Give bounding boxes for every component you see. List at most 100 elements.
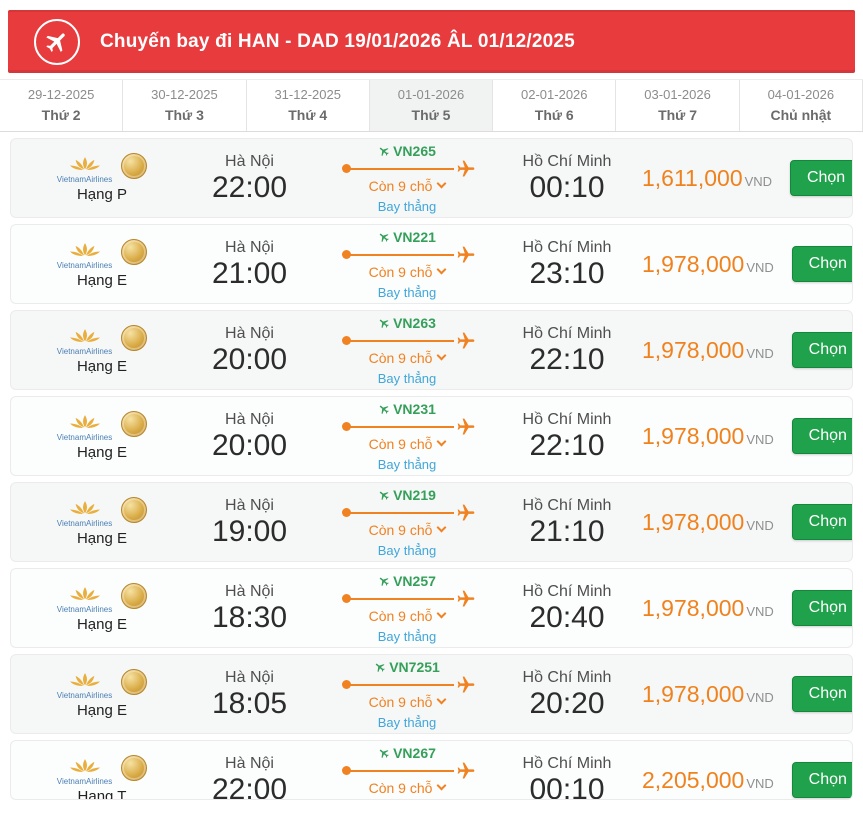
select-button-label: Chọn [808,685,847,702]
lotus-icon [69,415,100,428]
arrival-time: 22:10 [529,428,605,462]
flight-row: VietnamAirlines Hạng E Hà Nội 20:00 [10,396,853,476]
seats-left-dropdown[interactable]: Còn 9 chỗ [369,178,447,194]
price-amount: 1,978,000 [642,250,745,277]
seats-left-dropdown[interactable]: Còn 9 chỗ [369,350,447,366]
select-button-label: Chọn [806,169,846,186]
route-origin-dot [342,679,351,689]
departure-time: 18:30 [211,600,288,634]
select-flight-button[interactable]: Chọn › [790,160,852,196]
arrival-time: 20:40 [529,600,605,634]
arrival-city: Hồ Chí Minh [522,496,612,514]
route-origin-dot [342,249,351,259]
seats-left-label: Còn 9 chỗ [368,263,433,280]
vietnam-airlines-logo: VietnamAirlines [57,157,112,184]
select-flight-button[interactable]: Chọn › [791,762,852,798]
chevron-down-icon [436,264,447,275]
currency-label: VND [746,259,774,275]
route-cell: VN219 Còn 9 chỗ Bay thẳng [322,487,492,558]
airline-name: VietnamAirlines [56,519,113,528]
arrival-city: Hồ Chí Minh [522,238,612,256]
arrival-time: 00:10 [529,170,605,204]
flight-number: VN7251 [322,659,492,675]
airline-name: VietnamAirlines [56,175,113,184]
tab-day: Thứ 6 [534,107,574,123]
arrival-cell: Hồ Chí Minh 22:10 [492,411,642,462]
seats-left-dropdown[interactable]: Còn 9 chỗ [369,694,447,710]
airline-cell: VietnamAirlines Hạng E [27,583,177,633]
flight-number: VN265 [322,143,492,159]
select-button-label: Chọn [808,771,847,788]
departure-time: 18:05 [211,686,288,720]
chevron-down-icon [436,780,447,791]
seats-left-dropdown[interactable]: Còn 9 chỗ [369,780,447,796]
select-flight-button[interactable]: Chọn › [791,418,852,454]
route-line [342,332,475,348]
tab-date: 03-01-2026 [644,87,711,102]
chevron-down-icon [436,350,447,361]
departure-city: Hà Nội [225,754,274,772]
date-tab[interactable]: 01-01-2026 Thứ 5 [369,80,494,131]
date-tab[interactable]: 30-12-2025 Thứ 3 [123,80,247,131]
price-amount: 1,978,000 [642,508,745,535]
flight-number: VN263 [322,315,492,331]
tab-day: Chủ nhật [770,107,832,123]
select-flight-button[interactable]: Chọn › [791,332,852,368]
departure-city: Hà Nội [225,410,274,428]
route-plane-icon [457,246,475,262]
seats-left-dropdown[interactable]: Còn 9 chỗ [369,436,447,452]
seats-left-dropdown[interactable]: Còn 9 chỗ [369,608,447,624]
select-flight-button[interactable]: Chọn › [791,676,852,712]
departure-city: Hà Nội [225,324,274,342]
route-cell: VN257 Còn 9 chỗ Bay thẳng [322,573,492,644]
route-cell: VN265 Còn 9 chỗ Bay thẳng [322,143,492,214]
gold-medal-icon [121,153,148,179]
vietnam-airlines-logo: VietnamAirlines [57,243,112,270]
fare-class: Hạng E [76,272,128,289]
route-plane-icon [457,418,475,434]
route-line [342,590,475,606]
flight-row: VietnamAirlines Hạng E Hà Nội 18:30 [10,568,853,648]
arrival-cell: Hồ Chí Minh 22:10 [492,325,642,376]
select-flight-button[interactable]: Chọn › [791,246,852,282]
seats-left-dropdown[interactable]: Còn 9 chỗ [368,263,447,280]
seats-left-label: Còn 9 chỗ [368,521,433,538]
mini-plane-icon [376,663,385,672]
fare-class: Hạng T [77,788,127,800]
arrival-city: Hồ Chí Minh [522,668,612,686]
gold-medal-icon [121,325,148,351]
select-flight-button[interactable]: Chọn › [791,504,852,540]
flight-row: VietnamAirlines Hạng P Hà Nội 22:00 [10,138,853,218]
date-tab[interactable]: 02-01-2026 Thứ 6 [493,80,617,131]
currency-label: VND [746,345,774,361]
price-cell: 1,978,000 VND [642,509,792,536]
route-line [342,762,475,778]
departure-cell: Hà Nội 20:00 [177,325,322,376]
results-header: Chuyến bay đi HAN - DAD 19/01/2026 ÂL 01… [8,10,855,73]
departure-city: Hà Nội [225,238,274,256]
direct-flight-label: Bay thẳng [377,456,437,472]
date-tab[interactable]: 04-01-2026 Chủ nhật [739,80,863,131]
fare-class: Hạng E [76,702,128,719]
airline-cell: VietnamAirlines Hạng E [27,497,177,547]
flight-list: VietnamAirlines Hạng P Hà Nội 22:00 [0,132,863,800]
date-tab-bar: 29-12-2025 Thứ 2 30-12-2025 Thứ 3 31-12-… [0,79,863,132]
select-flight-button[interactable]: Chọn › [791,590,852,626]
select-button-label: Chọn [808,341,847,358]
arrival-city: Hồ Chí Minh [522,410,612,428]
vietnam-airlines-logo: VietnamAirlines [57,501,112,528]
tab-day: Thứ 5 [411,107,451,123]
date-tab[interactable]: 03-01-2026 Thứ 7 [616,80,740,131]
departure-time: 20:00 [211,428,288,462]
gold-medal-icon [121,497,148,523]
date-tab[interactable]: 29-12-2025 Thứ 2 [0,80,124,131]
departure-cell: Hà Nội 20:00 [177,411,322,462]
select-button-label: Chọn [808,599,847,616]
price-amount: 1,978,000 [642,422,745,449]
seats-left-dropdown[interactable]: Còn 9 chỗ [368,521,447,538]
gold-medal-icon [121,583,148,609]
departure-city: Hà Nội [225,582,274,600]
currency-label: VND [746,603,774,619]
lotus-icon [69,587,100,600]
date-tab[interactable]: 31-12-2025 Thứ 4 [246,80,370,131]
